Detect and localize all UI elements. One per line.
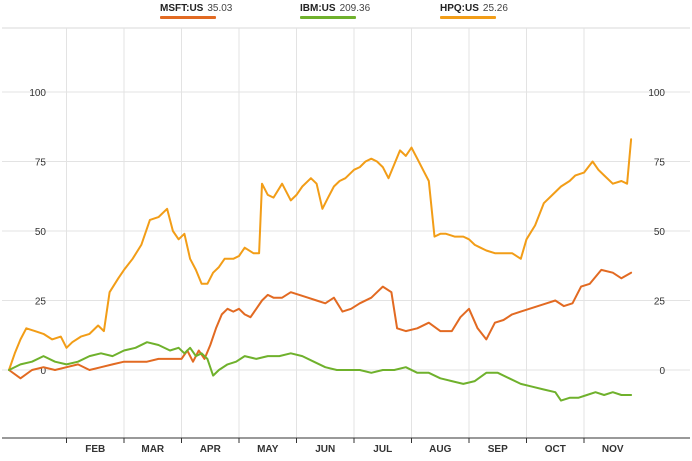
y-tick-label-left: 100 [29,88,46,99]
legend-swatch-msft [160,16,216,19]
series-line-ibm [8,341,633,402]
x-tick-label: APR [200,444,222,455]
y-tick-label-right: 75 [654,158,666,169]
x-tick-label: JUL [373,444,392,455]
series-line-hpq [8,138,633,371]
x-tick-label: JUN [315,444,335,455]
legend-item-msft[interactable]: MSFT:US 35.03 [160,3,232,19]
x-tick-label: OCT [545,444,566,455]
y-tick-label-right: 25 [654,297,666,308]
legend-price-msft: 35.03 [207,3,233,14]
y-tick-label-left: 25 [35,297,47,308]
legend-swatch-ibm [300,16,356,19]
series-line-msft [8,268,633,380]
x-tick-label: SEP [488,444,508,455]
legend-item-hpq[interactable]: HPQ:US 25.26 [440,3,508,19]
legend-symbol-msft: MSFT:US [160,3,204,14]
y-tick-label-left: 50 [35,227,47,238]
series-lines [8,138,633,402]
y-tick-label-right: 100 [648,88,665,99]
x-tick-label: AUG [429,444,451,455]
chart-legend: MSFT:US 35.03 IBM:US 209.36 HPQ:US 25.26 [0,3,692,25]
legend-symbol-ibm: IBM:US [300,3,336,14]
x-tick-label: NOV [602,444,624,455]
legend-symbol-hpq: HPQ:US [440,3,479,14]
y-axis-labels-left: 0 25 50 75 100 [29,88,46,377]
y-tick-label-left: 0 [40,366,46,377]
x-axis-ticks: FEB MAR APR MAY JUN JUL AUG SEP OCT NOV [66,438,624,455]
legend-price-ibm: 209.36 [339,3,371,14]
legend-swatch-hpq [440,16,496,19]
x-tick-label: MAR [141,444,165,455]
legend-price-hpq: 25.26 [482,3,508,14]
y-axis-labels-right: 0 25 50 75 100 [648,88,665,377]
legend-item-ibm[interactable]: IBM:US 209.36 [300,3,370,19]
x-tick-label: FEB [85,444,105,455]
y-tick-label-right: 50 [654,227,666,238]
x-tick-label: MAY [257,444,279,455]
y-tick-label-left: 75 [35,158,47,169]
y-tick-label-right: 0 [659,366,665,377]
